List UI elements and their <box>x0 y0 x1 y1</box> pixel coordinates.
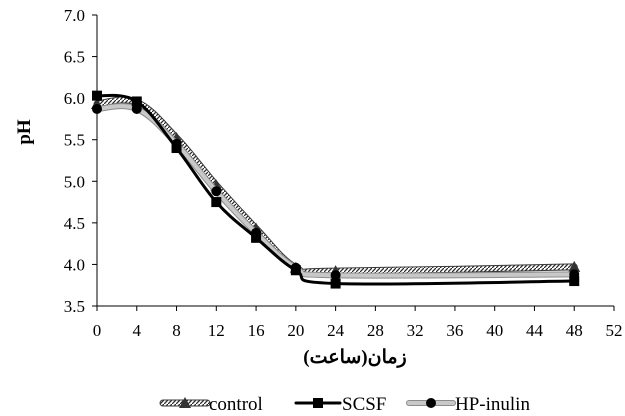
x-tick-label: 32 <box>407 321 424 340</box>
y-tick-label: 4.0 <box>64 255 85 274</box>
data-point <box>131 96 142 107</box>
data-point <box>211 197 222 208</box>
series-layer <box>91 90 581 289</box>
x-tick-label: 12 <box>208 321 225 340</box>
x-tick-label: 4 <box>133 321 142 340</box>
y-tick-label: 4.5 <box>64 214 85 233</box>
legend: control SCSF HP-inulin <box>159 394 530 415</box>
series-SCSF <box>92 90 580 289</box>
series-line-outline <box>93 96 578 276</box>
legend-item-SCSF: SCSF <box>294 394 386 415</box>
legend-marker <box>179 397 191 408</box>
x-tick-label: 0 <box>93 321 102 340</box>
y-ticks: 3.5 4.0 4.5 5.0 5.5 6.0 6.5 7.0 <box>64 6 97 316</box>
legend-label: SCSF <box>342 394 386 415</box>
data-point <box>330 270 341 281</box>
x-tick-label: 28 <box>367 321 384 340</box>
series-line-outline <box>94 103 578 279</box>
y-tick-label: 3.5 <box>64 297 85 316</box>
data-point <box>92 90 102 101</box>
data-point <box>171 143 182 154</box>
x-tick-label: 52 <box>606 321 623 340</box>
legend-marker <box>313 398 323 408</box>
y-tick-label: 6.0 <box>64 89 85 108</box>
legend-label: HP-inulin <box>455 394 530 415</box>
x-tick-label: 20 <box>287 321 304 340</box>
data-point <box>569 276 580 287</box>
series-line <box>95 93 576 286</box>
data-point <box>92 103 102 114</box>
legend-label: control <box>209 394 263 415</box>
x-axis-title: زمان(ساعت) <box>303 347 406 368</box>
x-ticks: 0 4 8 12 16 20 24 28 32 36 40 44 48 52 <box>93 306 623 340</box>
x-tick-label: 48 <box>566 321 583 340</box>
x-tick-label: 36 <box>446 321 463 340</box>
x-tick-label: 8 <box>172 321 181 340</box>
data-point <box>251 232 262 243</box>
legend-marker <box>426 398 436 408</box>
data-point <box>290 265 301 276</box>
y-axis-title: pH <box>14 119 35 145</box>
data-point <box>211 186 222 197</box>
data-point <box>568 260 581 272</box>
x-tick-label: 24 <box>327 321 345 340</box>
y-tick-label: 5.5 <box>64 131 85 150</box>
plot-area: 3.54.04.55.05.56.06.57.0 0 4 8 12 16 20 24 28 32… <box>64 6 623 340</box>
x-tick-label: 16 <box>248 321 265 340</box>
x-tick-label: 44 <box>526 321 544 340</box>
y-tick-label: 7.0 <box>64 6 85 25</box>
legend-item-control: control <box>159 394 263 415</box>
x-tick-label: 40 <box>486 321 503 340</box>
legend-item-HP-inulin: HP-inulin <box>406 394 530 415</box>
data-point <box>330 278 341 289</box>
y-tick-label: 5.0 <box>64 172 85 191</box>
series-control <box>91 96 581 277</box>
y-tick-label: 6.5 <box>64 48 85 67</box>
